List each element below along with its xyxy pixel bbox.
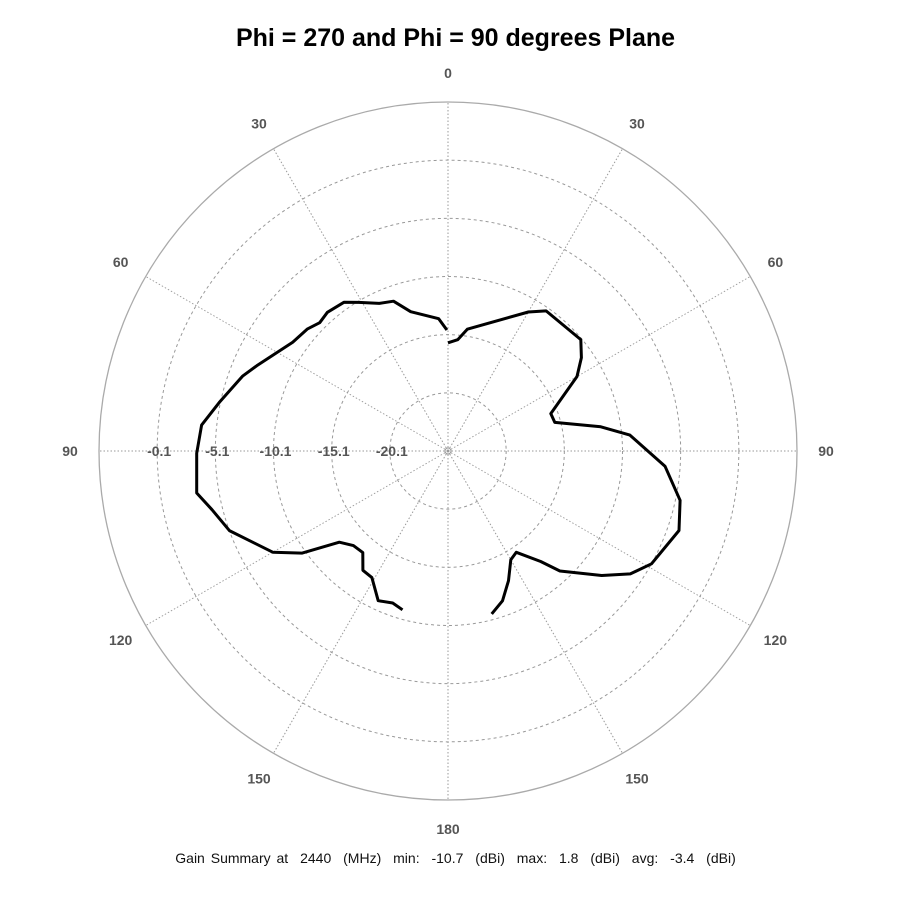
angle-tick-label: 30 [629,116,645,132]
max-value: 1.8 [558,850,579,866]
angle-tick-label: 0 [444,65,452,81]
angle-tick-label: 120 [764,632,788,648]
min-unit: (dBi) [475,850,505,866]
radial-tick-label: -10.1 [260,443,292,459]
angle-tick-label: 150 [247,770,271,786]
angular-grid-spoke [447,276,751,452]
angle-tick-label: 60 [113,254,129,270]
center-marker [444,447,452,455]
radial-grid-ring [214,217,682,685]
angular-grid-spoke [273,148,449,452]
angle-tick-label: 30 [251,116,267,132]
radial-grid-ring [273,276,623,626]
frequency-value: 2440 [300,850,332,866]
avg-label: avg: [631,850,659,866]
angle-tick-label: 60 [768,254,784,270]
angle-tick-label: 120 [109,632,133,648]
radial-tick-label: -0.1 [147,443,171,459]
max-label: max: [516,850,548,866]
angular-grid-spoke [273,450,449,754]
radial-tick-label: -5.1 [205,443,229,459]
angle-tick-label: 90 [62,443,78,459]
chart-title: Phi = 270 and Phi = 90 degrees Plane [235,24,676,52]
angle-tick-label: 150 [625,770,649,786]
angle-tick-label: 90 [818,443,834,459]
radial-tick-label: -20.1 [376,443,408,459]
min-label: min: [393,850,420,866]
outer-circle [98,101,798,801]
max-unit: (dBi) [590,850,620,866]
radial-tick-label: -15.1 [318,443,350,459]
gain-pattern-right [447,309,682,615]
min-value: -10.7 [431,850,464,866]
radial-grid-ring [389,392,507,510]
summary-label: Gain Summary at [175,850,289,866]
angular-grid-spoke [447,450,623,754]
angular-grid-spoke [145,276,449,452]
gain-summary: Gain Summary at 2440 (MHz) min: -10.7 (d… [0,850,911,866]
avg-value: -3.4 [670,850,695,866]
gain-pattern-left [195,299,449,612]
frequency-unit: (MHz) [343,850,382,866]
angle-tick-label: 180 [436,821,460,837]
avg-unit: (dBi) [706,850,736,866]
angular-grid-spoke [145,450,449,626]
angular-grid-spoke [447,148,623,452]
angular-grid-spoke [447,450,751,626]
